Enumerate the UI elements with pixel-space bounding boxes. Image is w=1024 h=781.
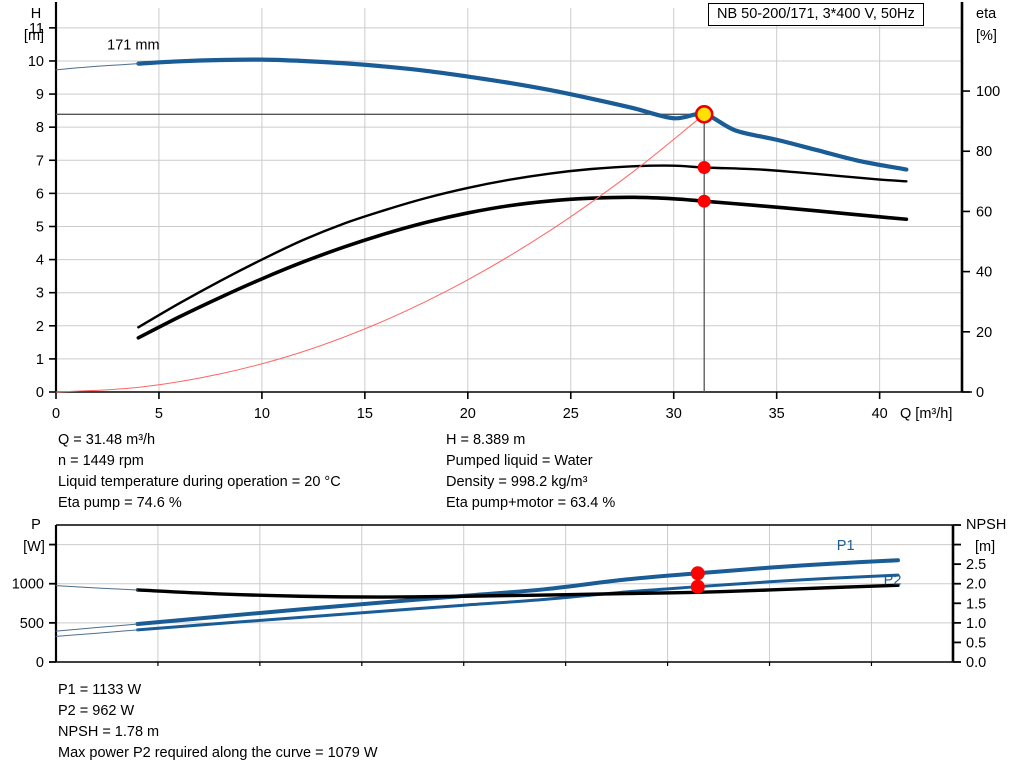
- y-tick-label-left: 0: [36, 385, 44, 401]
- x-tick-label: 35: [769, 406, 785, 422]
- y-tick-label-left: 1000: [12, 577, 44, 593]
- x-tick-label: 10: [254, 406, 270, 422]
- y-axis-title-bottom: P: [31, 517, 41, 533]
- y-tick-label-left: 0: [36, 655, 44, 671]
- eta-pump-point: [697, 160, 711, 174]
- y-tick-label-right: 0.5: [966, 635, 986, 651]
- y-tick-label-left: 5: [36, 219, 44, 235]
- eta-pump-motor-point: [697, 194, 711, 208]
- curve-p1-thin-extension: [55, 623, 139, 632]
- y-tick-label-left: 11: [29, 21, 44, 37]
- y-tick-label-right: 0: [976, 385, 984, 401]
- x-tick-label: 25: [563, 406, 579, 422]
- y2-axis-unit-bottom: [m]: [975, 539, 995, 555]
- y-tick-label-right: 1.5: [966, 596, 986, 612]
- power-npsh-chart: 0 500 1000 0.0 0.5 1.0 1.5 2.0 2.5 P [W] NPSH [m] P1 P…: [12, 517, 1007, 671]
- info-liquid-temp: Liquid temperature during operation = 20…: [58, 474, 341, 490]
- x-tick-label: 30: [666, 406, 682, 422]
- x-tick-label: 5: [155, 406, 163, 422]
- curve-p1: [135, 558, 900, 627]
- y-tick-label-right: 80: [976, 144, 992, 160]
- y-tick-label-right: 40: [976, 265, 992, 281]
- y-tick-label-right: 0.0: [966, 655, 986, 671]
- info-npsh: NPSH = 1.78 m: [58, 724, 160, 740]
- info-density: Density = 998.2 kg/m³: [446, 474, 588, 490]
- y-tick-label-left: 8: [36, 120, 44, 136]
- curve-p2-thin-extension: [55, 629, 139, 637]
- info-eta-pump: Eta pump = 74.6 %: [58, 495, 182, 511]
- pump-title-text: NB 50-200/171, 3*400 V, 50Hz: [717, 6, 915, 22]
- info-p2: P2 = 962 W: [58, 703, 135, 719]
- y-tick-label-left: 2: [36, 319, 44, 335]
- series-label-p1: P1: [837, 538, 855, 554]
- curve-h-171-mm-thin-extension: [55, 63, 139, 71]
- info-q: Q = 31.48 m³/h: [58, 432, 156, 448]
- info-pumped-liquid: Pumped liquid = Water: [446, 453, 593, 469]
- y-axis-unit-top: [m]: [24, 28, 44, 44]
- y-tick-label-right: 2.0: [966, 577, 986, 593]
- y-tick-label-left: 6: [36, 186, 44, 202]
- y-tick-label-left: 9: [36, 87, 44, 103]
- y-tick-label-right: 2.5: [966, 557, 986, 573]
- y-tick-label-left: 3: [36, 286, 44, 302]
- x-tick-label: 20: [460, 406, 476, 422]
- y-tick-label-left: 1: [36, 352, 44, 368]
- info-p1: P1 = 1133 W: [58, 682, 142, 698]
- y-axis-unit-bottom: [W]: [23, 539, 45, 555]
- power-info: P1 = 1133 W P2 = 962 W NPSH = 1.78 m Max…: [58, 680, 378, 764]
- x-axis-title: Q [m³/h]: [900, 406, 952, 422]
- curve-system-curve: [55, 113, 705, 393]
- duty-info-right: H = 8.389 m Pumped liquid = Water Densit…: [446, 430, 615, 514]
- duty-info-left: Q = 31.48 m³/h n = 1449 rpm Liquid tempe…: [58, 430, 341, 514]
- y-tick-label-right: 60: [976, 204, 992, 220]
- head-efficiency-chart: 0 1 2 3 4 5 6 7 8 9 10 11 0 20 40 60 80 100 0 5 10 15 20 25 30 35…: [24, 2, 1000, 422]
- y-axis-title-top: H: [31, 6, 41, 22]
- info-h: H = 8.389 m: [446, 432, 526, 448]
- curve-npsh: [135, 583, 900, 599]
- curve-eta-pump-motor-lower-: [136, 195, 909, 340]
- y-tick-label-left: 10: [28, 54, 44, 70]
- curve-h-171-mm-thick: [136, 57, 909, 172]
- curve-npsh-thin-extension: [55, 585, 139, 591]
- x-tick-label: 0: [52, 406, 60, 422]
- duty-point: [694, 104, 714, 124]
- y2-axis-title-top: eta: [976, 6, 997, 22]
- y2-axis-title-bottom: NPSH: [966, 517, 1006, 533]
- y-tick-label-right: 100: [976, 84, 1000, 100]
- y-tick-label-left: 7: [36, 153, 44, 169]
- y-tick-label-right: 1.0: [966, 616, 986, 632]
- x-tick-label: 15: [357, 406, 373, 422]
- curve-eta-pump-upper-: [137, 164, 908, 329]
- x-tick-label: 40: [872, 406, 888, 422]
- curve-p2: [136, 573, 900, 632]
- p1-point: [690, 566, 705, 581]
- y-tick-label-left: 500: [20, 616, 44, 632]
- series-label-p2: P2: [884, 572, 902, 588]
- y2-axis-unit-top: [%]: [976, 28, 997, 44]
- y-tick-label-right: 20: [976, 325, 992, 341]
- curve-annotation: 171 mm: [107, 37, 159, 53]
- y-tick-label-left: 4: [36, 253, 44, 269]
- info-n: n = 1449 rpm: [58, 453, 144, 469]
- pump-title-box: NB 50-200/171, 3*400 V, 50Hz: [708, 3, 924, 26]
- info-max-power: Max power P2 required along the curve = …: [58, 745, 378, 761]
- p2-point: [690, 579, 705, 594]
- info-eta-pump-motor: Eta pump+motor = 63.4 %: [446, 495, 616, 511]
